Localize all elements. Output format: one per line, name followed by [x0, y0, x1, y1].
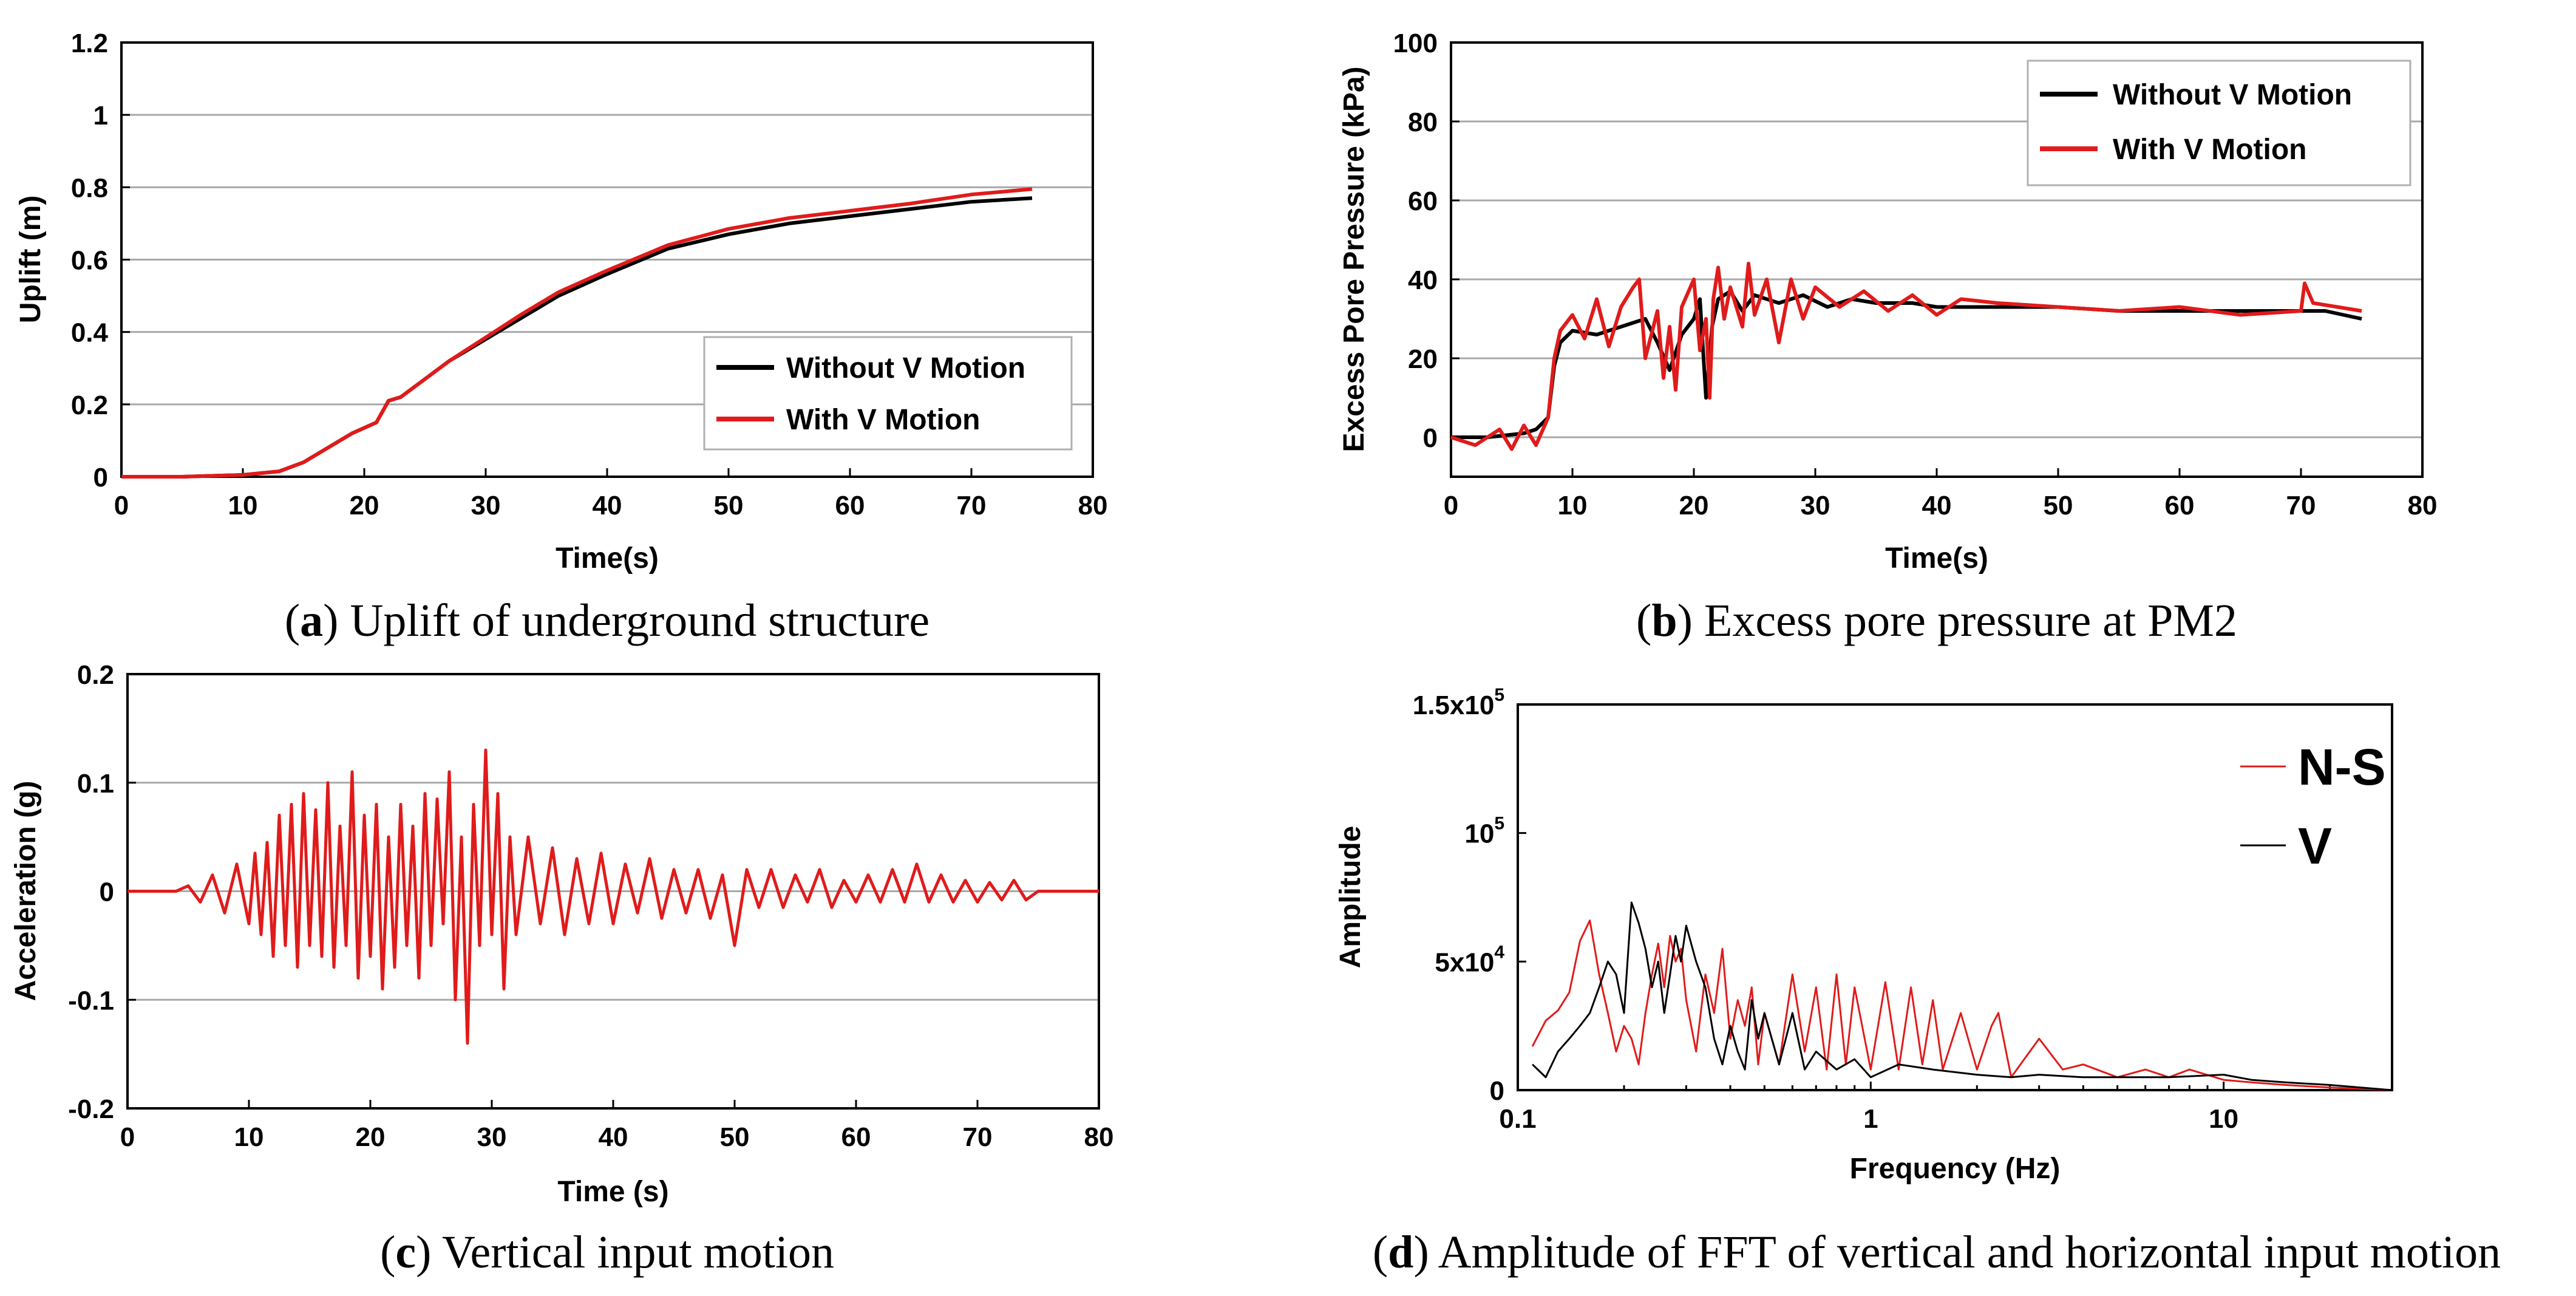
panel-d-legend-label-ns: N-S	[2298, 738, 2386, 796]
panel-c-y-tick-label: -0.2	[68, 1094, 114, 1124]
panel-d-y-tick-label: 5x104	[1435, 942, 1504, 977]
panel-b-y-tick-label: 40	[1408, 265, 1438, 295]
panel-a-y-tick-label: 1.2	[71, 29, 108, 58]
panel-d-fft-chart: 0.1 1 10 0 5x104 105 1.5x105 Frequency (Hz) Am…	[1334, 685, 2501, 1278]
panel-d-y-tick-label: 105	[1464, 814, 1504, 849]
panel-a-y-axis-label: Uplift (m)	[15, 196, 47, 324]
panel-a-x-axis-label: Time(s)	[556, 542, 659, 575]
panel-b-x-tick-label: 10	[1558, 491, 1588, 520]
panel-b-x-tick-label: 30	[1801, 491, 1830, 520]
panel-c-x-tick-label: 50	[720, 1122, 750, 1152]
panel-c-x-tick-label: 10	[234, 1122, 264, 1152]
panel-a-legend-box	[703, 336, 1073, 451]
panel-d-x-axis-label: Frequency (Hz)	[1850, 1153, 2061, 1185]
panel-a-x-tick-label: 0	[114, 491, 129, 520]
panel-d-x-tick-label: 0.1	[1499, 1104, 1536, 1134]
panel-a-x-tick-label: 20	[350, 491, 379, 520]
panel-c-x-tick-label: 70	[963, 1122, 993, 1152]
panel-d-x-tick-label: 10	[2209, 1104, 2238, 1134]
panel-b-y-tick-label: 100	[1393, 29, 1438, 58]
panel-d-caption-letter: d	[1388, 1227, 1413, 1278]
panel-c-x-tick-label: 20	[356, 1122, 386, 1152]
panel-d-x-tick-label: 1	[1863, 1104, 1878, 1134]
panel-c-x-tick-label: 40	[599, 1122, 628, 1152]
panel-a-x-tick-label: 60	[835, 491, 865, 520]
panel-c-series-vertical	[127, 748, 1099, 1045]
panel-a-x-tick-label: 70	[957, 491, 987, 520]
panel-b-y-tick-label: 60	[1408, 186, 1438, 216]
panel-c-y-tick-label: 0.1	[77, 769, 114, 799]
panel-b-caption-text: Excess pore pressure at PM2	[1693, 595, 2237, 646]
panel-b-pore-pressure-chart: 0 10 20 30 40 50 60 70 80 0 20 40 60 80 100 Time(s) Ex…	[1338, 29, 2437, 646]
panel-c-caption-letter: c	[395, 1227, 416, 1278]
panel-a-x-tick-label: 40	[593, 491, 622, 520]
panel-c-x-tick-label: 60	[841, 1122, 871, 1152]
panel-a-caption-letter: a	[300, 595, 323, 646]
panel-d-caption: (d) Amplitude of FFT of vertical and hor…	[1373, 1227, 2501, 1278]
panel-a-y-tick-label: 0.2	[71, 391, 108, 420]
panel-a-y-tick-label: 0	[93, 463, 108, 493]
panel-d-plot-frame	[1517, 703, 2393, 1091]
panel-c-x-tick-label: 80	[1084, 1122, 1114, 1152]
panel-d-series-n-s	[1531, 919, 2393, 1091]
panel-a-series-with-v-motion	[121, 187, 1033, 479]
panel-b-x-tick-label: 80	[2408, 491, 2438, 520]
panel-c-y-axis-label: Acceleration (g)	[10, 781, 42, 1001]
panel-b-caption: (b) Excess pore pressure at PM2	[1636, 595, 2237, 646]
panel-d-series-v	[1532, 901, 2393, 1091]
panel-b-series-with-v-motion	[1450, 262, 2362, 451]
panel-a-y-tick-label: 0.6	[71, 246, 108, 276]
panel-a-y-tick-label: 0.8	[71, 173, 108, 203]
panel-a-caption: (a) Uplift of underground structure	[285, 595, 929, 646]
panel-b-x-tick-label: 0	[1444, 491, 1458, 520]
panel-a-caption-text: Uplift of underground structure	[338, 595, 929, 646]
panel-c-x-tick-label: 0	[120, 1122, 135, 1152]
panel-b-legend: Without V Motion With V Motion	[2027, 60, 2411, 186]
panel-d-caption-text: Amplitude of FFT of vertical and horizon…	[1429, 1227, 2501, 1278]
panel-c-y-tick-label: 0.2	[77, 660, 114, 690]
panel-d-y-tick-label: 0	[1490, 1076, 1504, 1106]
panel-c-x-tick-label: 30	[477, 1122, 507, 1152]
panel-d-legend: N-S V	[2240, 738, 2386, 875]
panel-b-y-axis-label: Excess Pore Pressure (kPa)	[1338, 66, 1370, 452]
panel-b-x-tick-label: 70	[2286, 491, 2316, 520]
panel-c-vertical-motion-chart: 0 10 20 30 40 50 60 70 80 -0.2 -0.1 0 0.1 0.2 Time (s…	[10, 660, 1113, 1278]
panel-c-caption: (c) Vertical input motion	[380, 1227, 834, 1278]
panel-b-legend-label-with: With V Motion	[2113, 134, 2306, 166]
panel-d-y-tick-label: 1.5x105	[1413, 685, 1504, 720]
panel-c-caption-text: Vertical input motion	[431, 1227, 834, 1278]
panel-a-legend: Without V Motion With V Motion	[703, 336, 1073, 451]
panel-c-y-tick-label: -0.1	[68, 986, 114, 1015]
panel-a-y-tick-label: 0.4	[71, 318, 109, 348]
panel-b-legend-label-without: Without V Motion	[2113, 79, 2352, 111]
panel-b-x-tick-label: 40	[1922, 491, 1952, 520]
panel-a-legend-label-with: With V Motion	[786, 404, 980, 436]
panel-b-x-axis-label: Time(s)	[1885, 542, 1988, 575]
panel-b-y-tick-label: 80	[1408, 107, 1438, 137]
panel-b-legend-box	[2027, 60, 2411, 186]
panel-b-caption-letter: b	[1651, 595, 1677, 646]
panel-b-x-tick-label: 60	[2165, 491, 2195, 520]
panel-c-y-tick-label: 0	[100, 878, 114, 907]
panel-a-legend-label-without: Without V Motion	[786, 352, 1025, 384]
panel-a-x-tick-label: 10	[228, 491, 258, 520]
panel-b-y-tick-label: 20	[1408, 344, 1438, 374]
panel-d-legend-label-v: V	[2298, 817, 2332, 875]
panel-b-y-tick-label: 0	[1423, 423, 1438, 453]
panel-a-x-tick-label: 30	[471, 491, 501, 520]
panel-d-y-axis-label: Amplitude	[1334, 826, 1367, 969]
panel-c-x-axis-label: Time (s)	[557, 1176, 668, 1208]
panel-a-uplift-chart: 0 10 20 30 40 50 60 70 80 0 0.2 0.4 0.6 0.8 1 1.2 Time(…	[15, 29, 1107, 646]
panel-a-x-tick-label: 80	[1078, 491, 1108, 520]
panel-a-y-tick-label: 1	[93, 101, 108, 131]
panel-b-x-tick-label: 50	[2044, 491, 2073, 520]
panel-b-x-tick-label: 20	[1679, 491, 1709, 520]
panel-a-x-tick-label: 50	[714, 491, 744, 520]
